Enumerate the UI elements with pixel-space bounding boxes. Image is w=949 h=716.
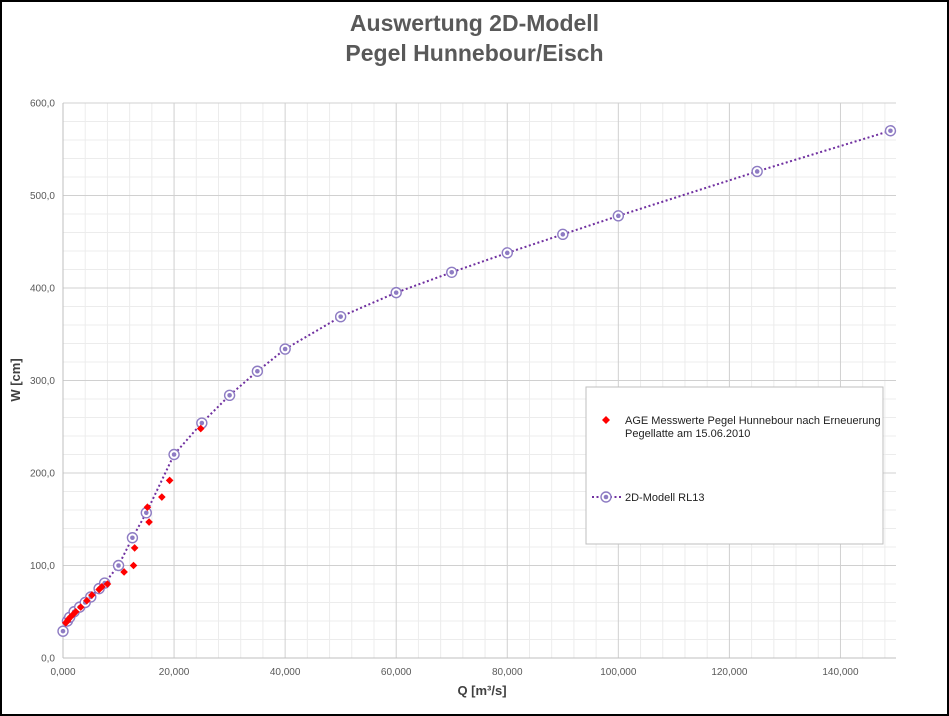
data-point-modell-center xyxy=(60,628,66,634)
data-point-messwerte xyxy=(71,607,80,616)
major-gridlines xyxy=(63,102,896,658)
y-tick-label: 0,0 xyxy=(41,654,55,665)
data-point-messwerte xyxy=(143,503,152,512)
series-messwerte xyxy=(61,424,205,627)
data-point-modell-center xyxy=(116,563,121,568)
data-point-messwerte xyxy=(83,596,91,605)
legend: AGE Messwerte Pegel Hunnebour nach Erneu… xyxy=(585,386,884,545)
y-tick-label: 100,0 xyxy=(30,561,55,572)
data-point-modell-center xyxy=(754,169,760,174)
y-tick-label: 300,0 xyxy=(30,376,55,387)
chart-title: Auswertung 2D-Modell xyxy=(349,10,600,36)
data-point-messwerte xyxy=(165,476,174,485)
data-point-modell-center xyxy=(504,250,510,256)
data-point-messwerte xyxy=(130,544,139,552)
data-point-messwerte xyxy=(129,561,138,570)
data-point-modell-center xyxy=(255,368,260,374)
x-axis-label: Q [m³/s] xyxy=(457,683,506,698)
legend-marker-messwerte xyxy=(602,416,610,424)
legend-label-messwerte: AGE Messwerte Pegel Hunnebour nach Erneu… xyxy=(625,415,884,440)
chart-subtitle: Pegel Hunnebour/Eisch xyxy=(345,40,604,66)
data-point-modell-center xyxy=(282,346,288,352)
x-tick-label: 40,000 xyxy=(270,667,301,678)
legend-marker-modell-dot xyxy=(603,494,609,500)
data-point-modell-center xyxy=(171,452,177,457)
data-point-modell-center xyxy=(338,314,343,319)
data-point-messwerte xyxy=(196,424,205,433)
y-tick-label: 600,0 xyxy=(30,99,55,110)
y-axis-label: W [cm] xyxy=(8,358,23,401)
legend-box xyxy=(585,386,884,545)
x-tick-label: 0,000 xyxy=(50,667,75,678)
data-point-modell-center xyxy=(144,510,149,516)
data-point-modell-center xyxy=(393,290,399,295)
x-tick-label: 120,000 xyxy=(711,667,748,678)
data-point-modell-center xyxy=(560,232,566,237)
data-point-messwerte xyxy=(120,568,128,576)
x-tick-label: 60,000 xyxy=(381,667,412,678)
legend-label-modell: 2D-Modell RL13 xyxy=(625,492,704,504)
data-point-modell-center xyxy=(130,535,135,541)
data-point-modell-center xyxy=(888,128,893,134)
y-tick-label: 200,0 xyxy=(30,469,55,480)
data-point-messwerte xyxy=(145,518,153,526)
y-tick-label: 500,0 xyxy=(30,191,55,202)
x-tick-label: 100,000 xyxy=(600,667,637,678)
data-point-messwerte xyxy=(98,582,106,591)
data-point-messwerte xyxy=(76,603,85,611)
data-point-modell-center xyxy=(199,420,205,426)
x-tick-label: 140,000 xyxy=(822,667,859,678)
tick-labels: 0,000 20,000 40,000 60,000 80,000 100,000 120,… xyxy=(30,99,859,679)
data-point-messwerte xyxy=(158,493,166,501)
data-point-messwerte xyxy=(88,591,96,599)
x-tick-label: 80,000 xyxy=(492,667,523,678)
data-point-modell-center xyxy=(616,213,621,219)
x-tick-label: 20,000 xyxy=(159,667,190,678)
data-point-messwerte xyxy=(103,580,112,588)
y-tick-label: 400,0 xyxy=(30,284,55,295)
axes xyxy=(62,103,896,659)
data-point-modell-center xyxy=(227,393,232,398)
data-point-modell-center xyxy=(449,269,455,275)
